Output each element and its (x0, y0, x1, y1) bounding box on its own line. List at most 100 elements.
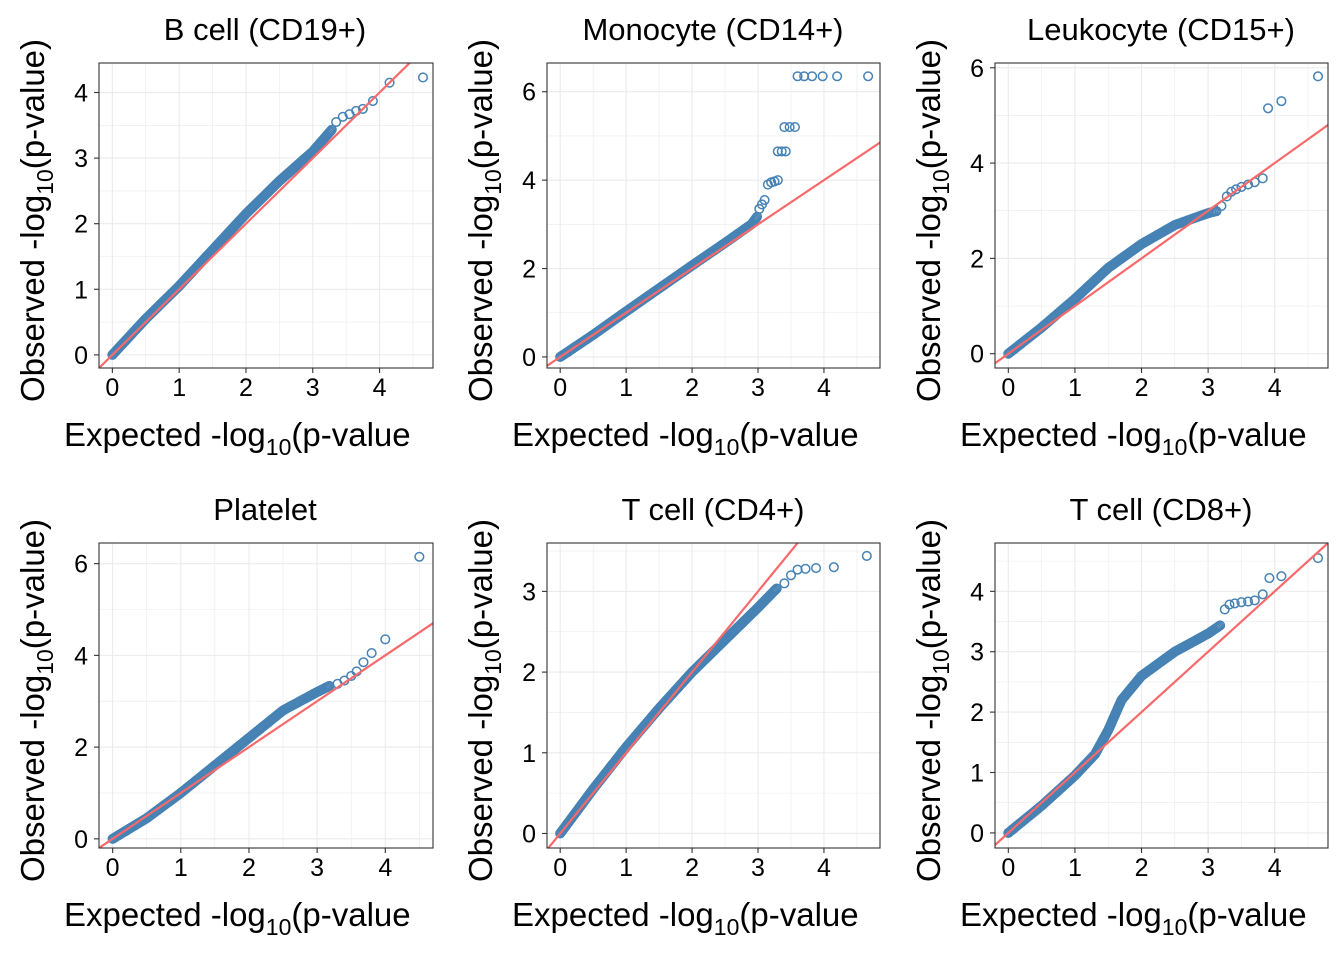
y-tick-label: 2 (74, 211, 88, 239)
y-tick-label: 3 (74, 145, 88, 173)
data-point (324, 127, 335, 138)
y-tick-label: 4 (74, 642, 88, 670)
x-tick-label: 3 (751, 854, 765, 882)
y-tick-label: 2 (522, 659, 536, 687)
panel-title: Leukocyte (CD15+) (1027, 12, 1295, 47)
data-point (800, 563, 811, 574)
data-point (817, 71, 828, 82)
y-tick-label: 2 (74, 734, 88, 762)
data-point (784, 122, 795, 133)
panel-title: Platelet (213, 492, 317, 527)
data-point (1211, 206, 1222, 217)
x-tick-label: 2 (239, 374, 253, 402)
data-point (832, 71, 843, 82)
data-point (789, 122, 800, 133)
panel-background (547, 543, 880, 848)
y-tick-label: 0 (522, 820, 536, 848)
panel-background (99, 543, 433, 848)
panel-border (994, 62, 1329, 369)
data-point (1276, 571, 1287, 582)
data-point (1264, 572, 1275, 584)
reference-line (547, 543, 799, 848)
x-tick-label: 4 (373, 374, 387, 402)
panel-border (546, 62, 881, 369)
x-tick-label: 3 (1201, 374, 1215, 402)
x-tick-label: 0 (1001, 374, 1015, 402)
y-tick-label: 6 (970, 55, 984, 83)
panel-border (98, 62, 434, 369)
reference-line (995, 123, 1328, 365)
x-tick-label: 2 (1135, 854, 1149, 882)
panel-background (99, 63, 433, 368)
data-point (1236, 597, 1247, 608)
x-tick-label: 1 (174, 854, 188, 882)
data-point (863, 71, 874, 82)
data-point (759, 194, 770, 206)
x-tick-label: 3 (1201, 854, 1215, 882)
data-point (357, 103, 368, 114)
x-axis-label: Expected -log10(p-value (512, 416, 859, 460)
qq-panel: 0 1 2 3 4 0 2 4 6 Leukocyte (CD15+) Expected -log1… (910, 12, 1329, 460)
data-point (861, 550, 872, 561)
data-point (417, 72, 429, 83)
x-tick-label: 0 (106, 854, 120, 882)
data-point (414, 551, 425, 562)
panel-border (98, 542, 434, 849)
x-tick-label: 4 (1268, 374, 1282, 402)
x-tick-label: 2 (685, 374, 699, 402)
data-point (751, 212, 762, 224)
x-tick-label: 4 (817, 374, 831, 402)
data-point (380, 634, 391, 645)
data-point (1229, 598, 1240, 609)
data-point (792, 71, 803, 82)
y-axis-label: Observed -log10(p-value) (462, 39, 506, 402)
y-axis-label: Observed -log10(p-value) (910, 519, 954, 882)
panel-border (994, 542, 1329, 849)
x-tick-label: 1 (1068, 374, 1082, 402)
panel-title: Monocyte (CD14+) (582, 12, 843, 47)
y-tick-label: 2 (522, 256, 536, 284)
data-point (358, 657, 369, 668)
x-tick-label: 0 (553, 854, 567, 882)
data-point (772, 175, 783, 186)
y-tick-label: 0 (74, 826, 88, 854)
data-point (1257, 173, 1268, 184)
y-tick-label: 3 (522, 578, 536, 606)
x-tick-label: 0 (105, 374, 119, 402)
data-point (1276, 96, 1287, 107)
y-tick-label: 2 (970, 699, 984, 727)
data-point (367, 95, 378, 107)
x-tick-label: 4 (1268, 854, 1282, 882)
data-point (1231, 184, 1242, 195)
x-tick-label: 3 (751, 374, 765, 402)
x-tick-label: 1 (619, 374, 633, 402)
y-axis-label: Observed -log10(p-value) (14, 519, 58, 882)
qq-panel: 0 1 2 3 4 0 2 4 6 Platelet Expected -log10(p-value… (14, 492, 434, 940)
y-tick-label: 0 (970, 820, 984, 848)
y-tick-label: 0 (74, 342, 88, 370)
data-point (780, 146, 791, 157)
data-point (337, 111, 348, 122)
x-tick-label: 3 (306, 374, 320, 402)
data-point (828, 562, 839, 573)
y-tick-label: 6 (74, 551, 88, 579)
panel-title: T cell (CD4+) (622, 492, 805, 527)
data-point (1224, 599, 1235, 610)
x-tick-label: 1 (1068, 854, 1082, 882)
x-tick-label: 0 (553, 374, 567, 402)
x-axis-label: Expected -log10(p-value (512, 896, 859, 940)
qq-panel: 0 1 2 3 4 0 2 4 6 Monocyte (CD14+) Expected -log10… (462, 12, 881, 460)
x-tick-label: 1 (172, 374, 186, 402)
panel-border (546, 542, 881, 849)
panel-title: T cell (CD8+) (1070, 492, 1253, 527)
data-point (366, 648, 377, 659)
y-tick-label: 1 (970, 760, 984, 788)
x-axis-label: Expected -log10(p-value (64, 416, 411, 460)
y-tick-label: 3 (970, 639, 984, 667)
x-tick-label: 0 (1001, 854, 1015, 882)
data-point (325, 125, 336, 137)
y-tick-label: 6 (522, 79, 536, 107)
reference-line (547, 141, 880, 368)
data-point (768, 586, 779, 597)
grid (547, 543, 880, 848)
